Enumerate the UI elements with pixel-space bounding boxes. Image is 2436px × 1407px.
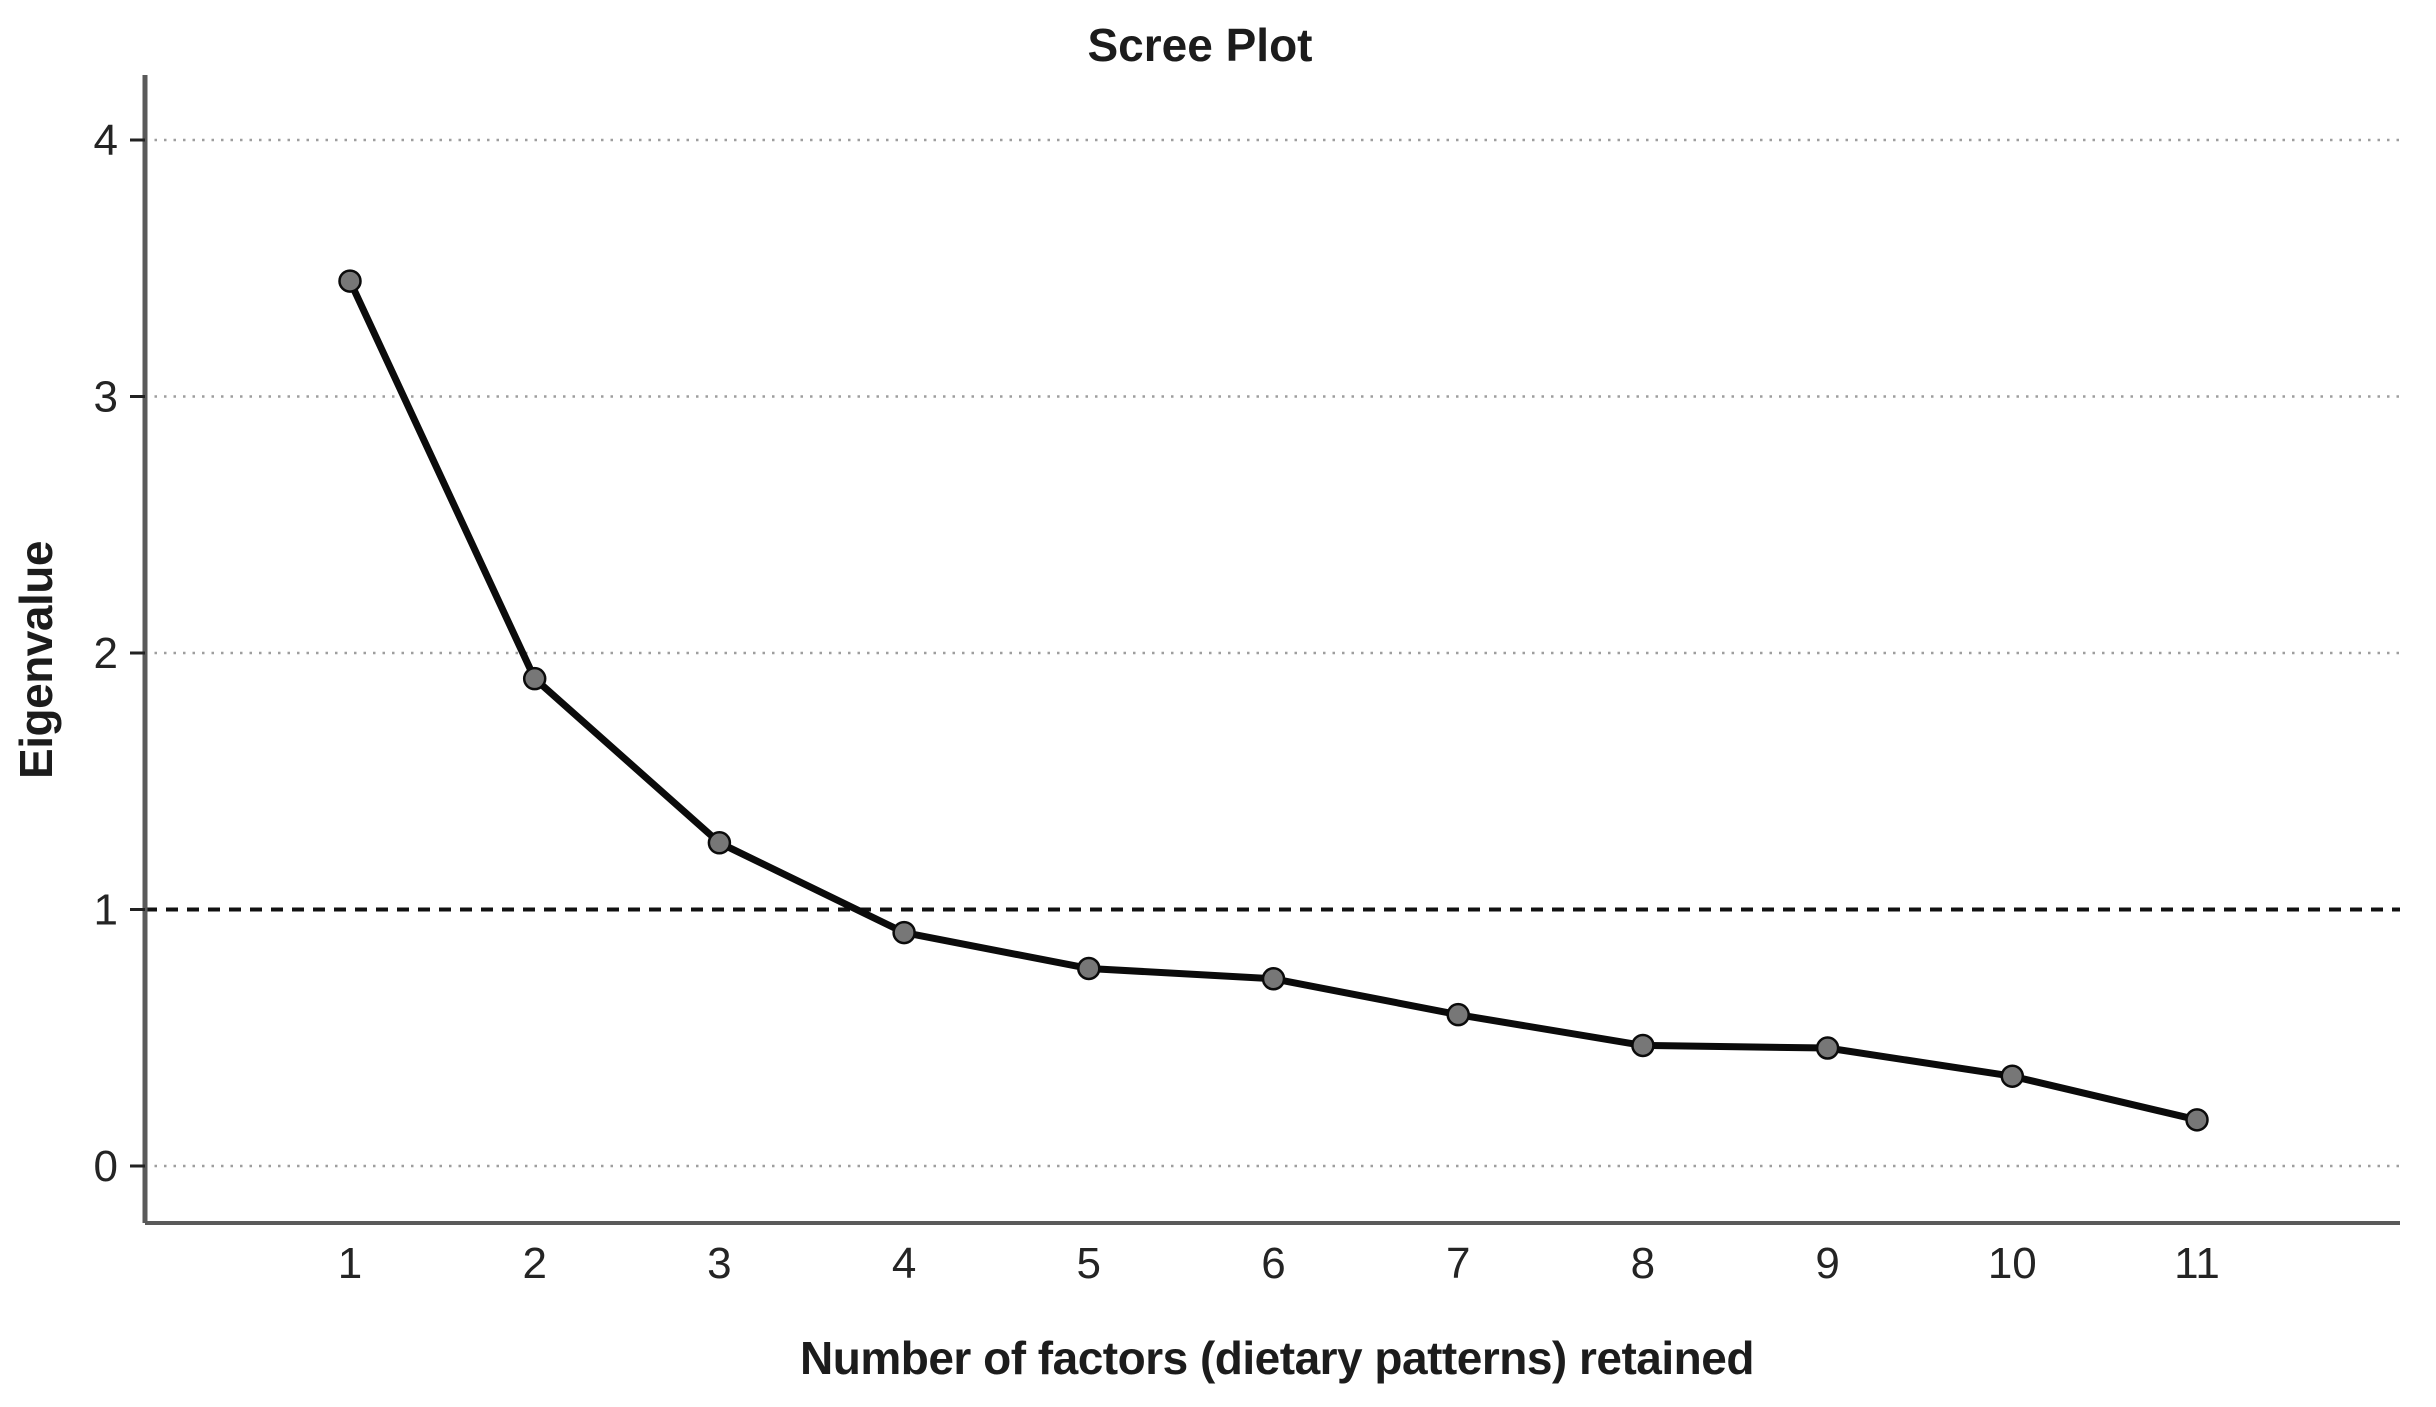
data-point-3 [707,831,732,855]
x-tick-label-7: 7 [1446,1239,1470,1288]
x-tick-label-11: 11 [2174,1239,2220,1288]
data-point-5 [1077,956,1101,981]
data-point-2 [522,666,547,691]
data-point-8 [1631,1033,1655,1058]
x-tick-label-10: 10 [1988,1239,2037,1288]
data-point-10 [2000,1064,2025,1088]
x-tick-label-3: 3 [707,1239,731,1288]
data-point-6 [1261,967,1286,991]
x-tick-label-1: 1 [338,1239,362,1288]
x-axis-title: Number of factors (dietary patterns) ret… [800,1332,1754,1384]
x-tick-label-2: 2 [522,1239,546,1288]
axes-group [130,75,2400,1225]
chart-title: Scree Plot [1088,19,1313,71]
x-tick-label-5: 5 [1077,1239,1101,1288]
y-tick-label-4: 4 [94,116,118,165]
x-tick-label-9: 9 [1815,1239,1839,1288]
x-tick-label-6: 6 [1261,1239,1285,1288]
x-tick-label-8: 8 [1631,1239,1655,1288]
x-tick-label-4: 4 [892,1239,916,1288]
labels-group: 0 1 2 3 4 1 2 3 4 5 6 7 8 9 10 11 Scree Plot Number of fa… [10,19,2220,1384]
scree-line [346,277,2201,1124]
data-point-7 [1446,1002,1470,1027]
y-axis-title: Eigenvalue [10,541,62,779]
series-group [338,269,2209,1132]
y-tick-label-1: 1 [94,886,118,935]
y-tick-label-3: 3 [94,373,118,422]
data-point-9 [1815,1036,1840,1060]
data-point-1 [338,269,362,293]
gridlines-group [145,138,2400,1168]
y-tick-label-2: 2 [94,629,118,678]
data-point-11 [2185,1108,2209,1132]
y-tick-label-0: 0 [94,1142,118,1191]
data-point-4 [892,920,916,945]
